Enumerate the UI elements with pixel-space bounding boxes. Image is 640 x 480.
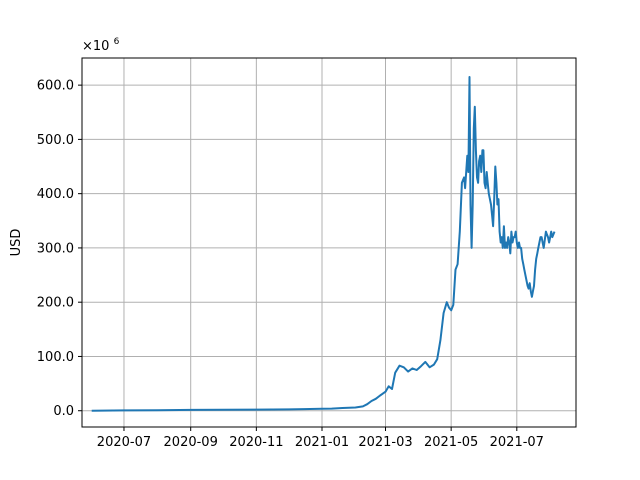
y-tick-label: 400.0 <box>37 187 74 202</box>
grid-lines <box>82 58 576 427</box>
y-axis-multiplier: ×10 6 <box>82 37 120 54</box>
y-tick-label: 500.0 <box>37 133 74 148</box>
y-axis-label: USD <box>9 229 24 257</box>
x-axis: 2020-07 2020-09 2020-11 2021-01 2021-03 2021-… <box>97 427 544 450</box>
x-tick-label: 2021-05 <box>424 435 478 450</box>
y-axis-multiplier-exponent: 6 <box>114 37 120 47</box>
series-line <box>91 76 556 412</box>
y-tick-label: 200.0 <box>37 296 74 311</box>
x-tick-label: 2020-07 <box>97 435 151 450</box>
y-tick-label: 300.0 <box>37 241 74 256</box>
series-layer <box>91 76 556 412</box>
y-axis: 0.0 100.0 200.0 300.0 400.0 500.0 600.0 <box>37 79 82 419</box>
y-tick-label: 600.0 <box>37 79 74 94</box>
x-tick-label: 2020-11 <box>229 435 283 450</box>
y-tick-label: 100.0 <box>37 350 74 365</box>
x-tick-label: 2021-03 <box>358 435 412 450</box>
y-axis-multiplier-base: ×10 <box>82 39 109 54</box>
x-tick-label: 2021-07 <box>490 435 544 450</box>
plot-frame <box>81 57 577 428</box>
x-tick-label: 2021-01 <box>295 435 349 450</box>
y-tick-label: 0.0 <box>53 404 74 419</box>
x-tick-label: 2020-09 <box>164 435 218 450</box>
